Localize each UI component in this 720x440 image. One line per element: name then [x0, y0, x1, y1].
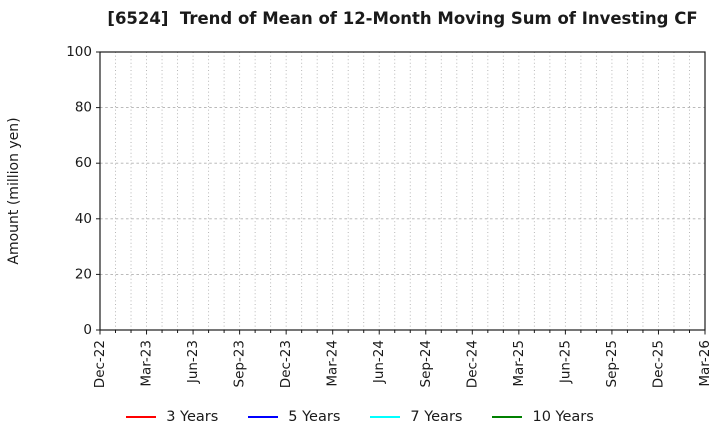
- svg-text:0: 0: [83, 322, 92, 338]
- svg-text:100: 100: [66, 44, 92, 60]
- svg-text:20: 20: [75, 266, 92, 282]
- svg-text:80: 80: [75, 100, 92, 116]
- svg-text:Sep-24: Sep-24: [418, 340, 434, 388]
- legend-line-swatch: [370, 415, 401, 419]
- svg-text:Jun-25: Jun-25: [557, 340, 573, 384]
- chart-title: [6524] Trend of Mean of 12-Month Moving …: [107, 9, 698, 28]
- svg-text:Jun-24: Jun-24: [371, 340, 387, 384]
- svg-text:Jun-23: Jun-23: [185, 340, 201, 384]
- svg-text:Dec-23: Dec-23: [278, 340, 294, 388]
- svg-text:Dec-22: Dec-22: [92, 340, 108, 388]
- svg-text:Dec-25: Dec-25: [650, 340, 666, 388]
- svg-text:Mar-26: Mar-26: [697, 340, 713, 387]
- svg-text:Mar-24: Mar-24: [325, 340, 341, 387]
- legend-label: 7 Years: [410, 409, 463, 425]
- svg-text:40: 40: [75, 211, 92, 227]
- legend-label: 10 Years: [532, 409, 594, 425]
- svg-text:Mar-23: Mar-23: [139, 340, 155, 387]
- svg-text:Dec-24: Dec-24: [464, 340, 480, 388]
- legend-label: 3 Years: [166, 409, 219, 425]
- legend-line-swatch: [248, 415, 279, 419]
- legend-line-swatch: [492, 415, 523, 419]
- legend: 3 Years 5 Years 7 Years 10 Years: [0, 403, 720, 431]
- svg-text:Sep-23: Sep-23: [232, 340, 248, 388]
- svg-text:Mar-25: Mar-25: [511, 340, 527, 387]
- legend-item-5-years: 5 Years: [248, 409, 340, 425]
- svg-text:Sep-25: Sep-25: [604, 340, 620, 388]
- svg-text:60: 60: [75, 155, 92, 171]
- legend-label: 5 Years: [288, 409, 341, 425]
- legend-item-7-years: 7 Years: [370, 409, 462, 425]
- legend-item-3-years: 3 Years: [126, 409, 218, 425]
- legend-item-10-years: 10 Years: [492, 409, 594, 425]
- legend-line-swatch: [126, 415, 157, 419]
